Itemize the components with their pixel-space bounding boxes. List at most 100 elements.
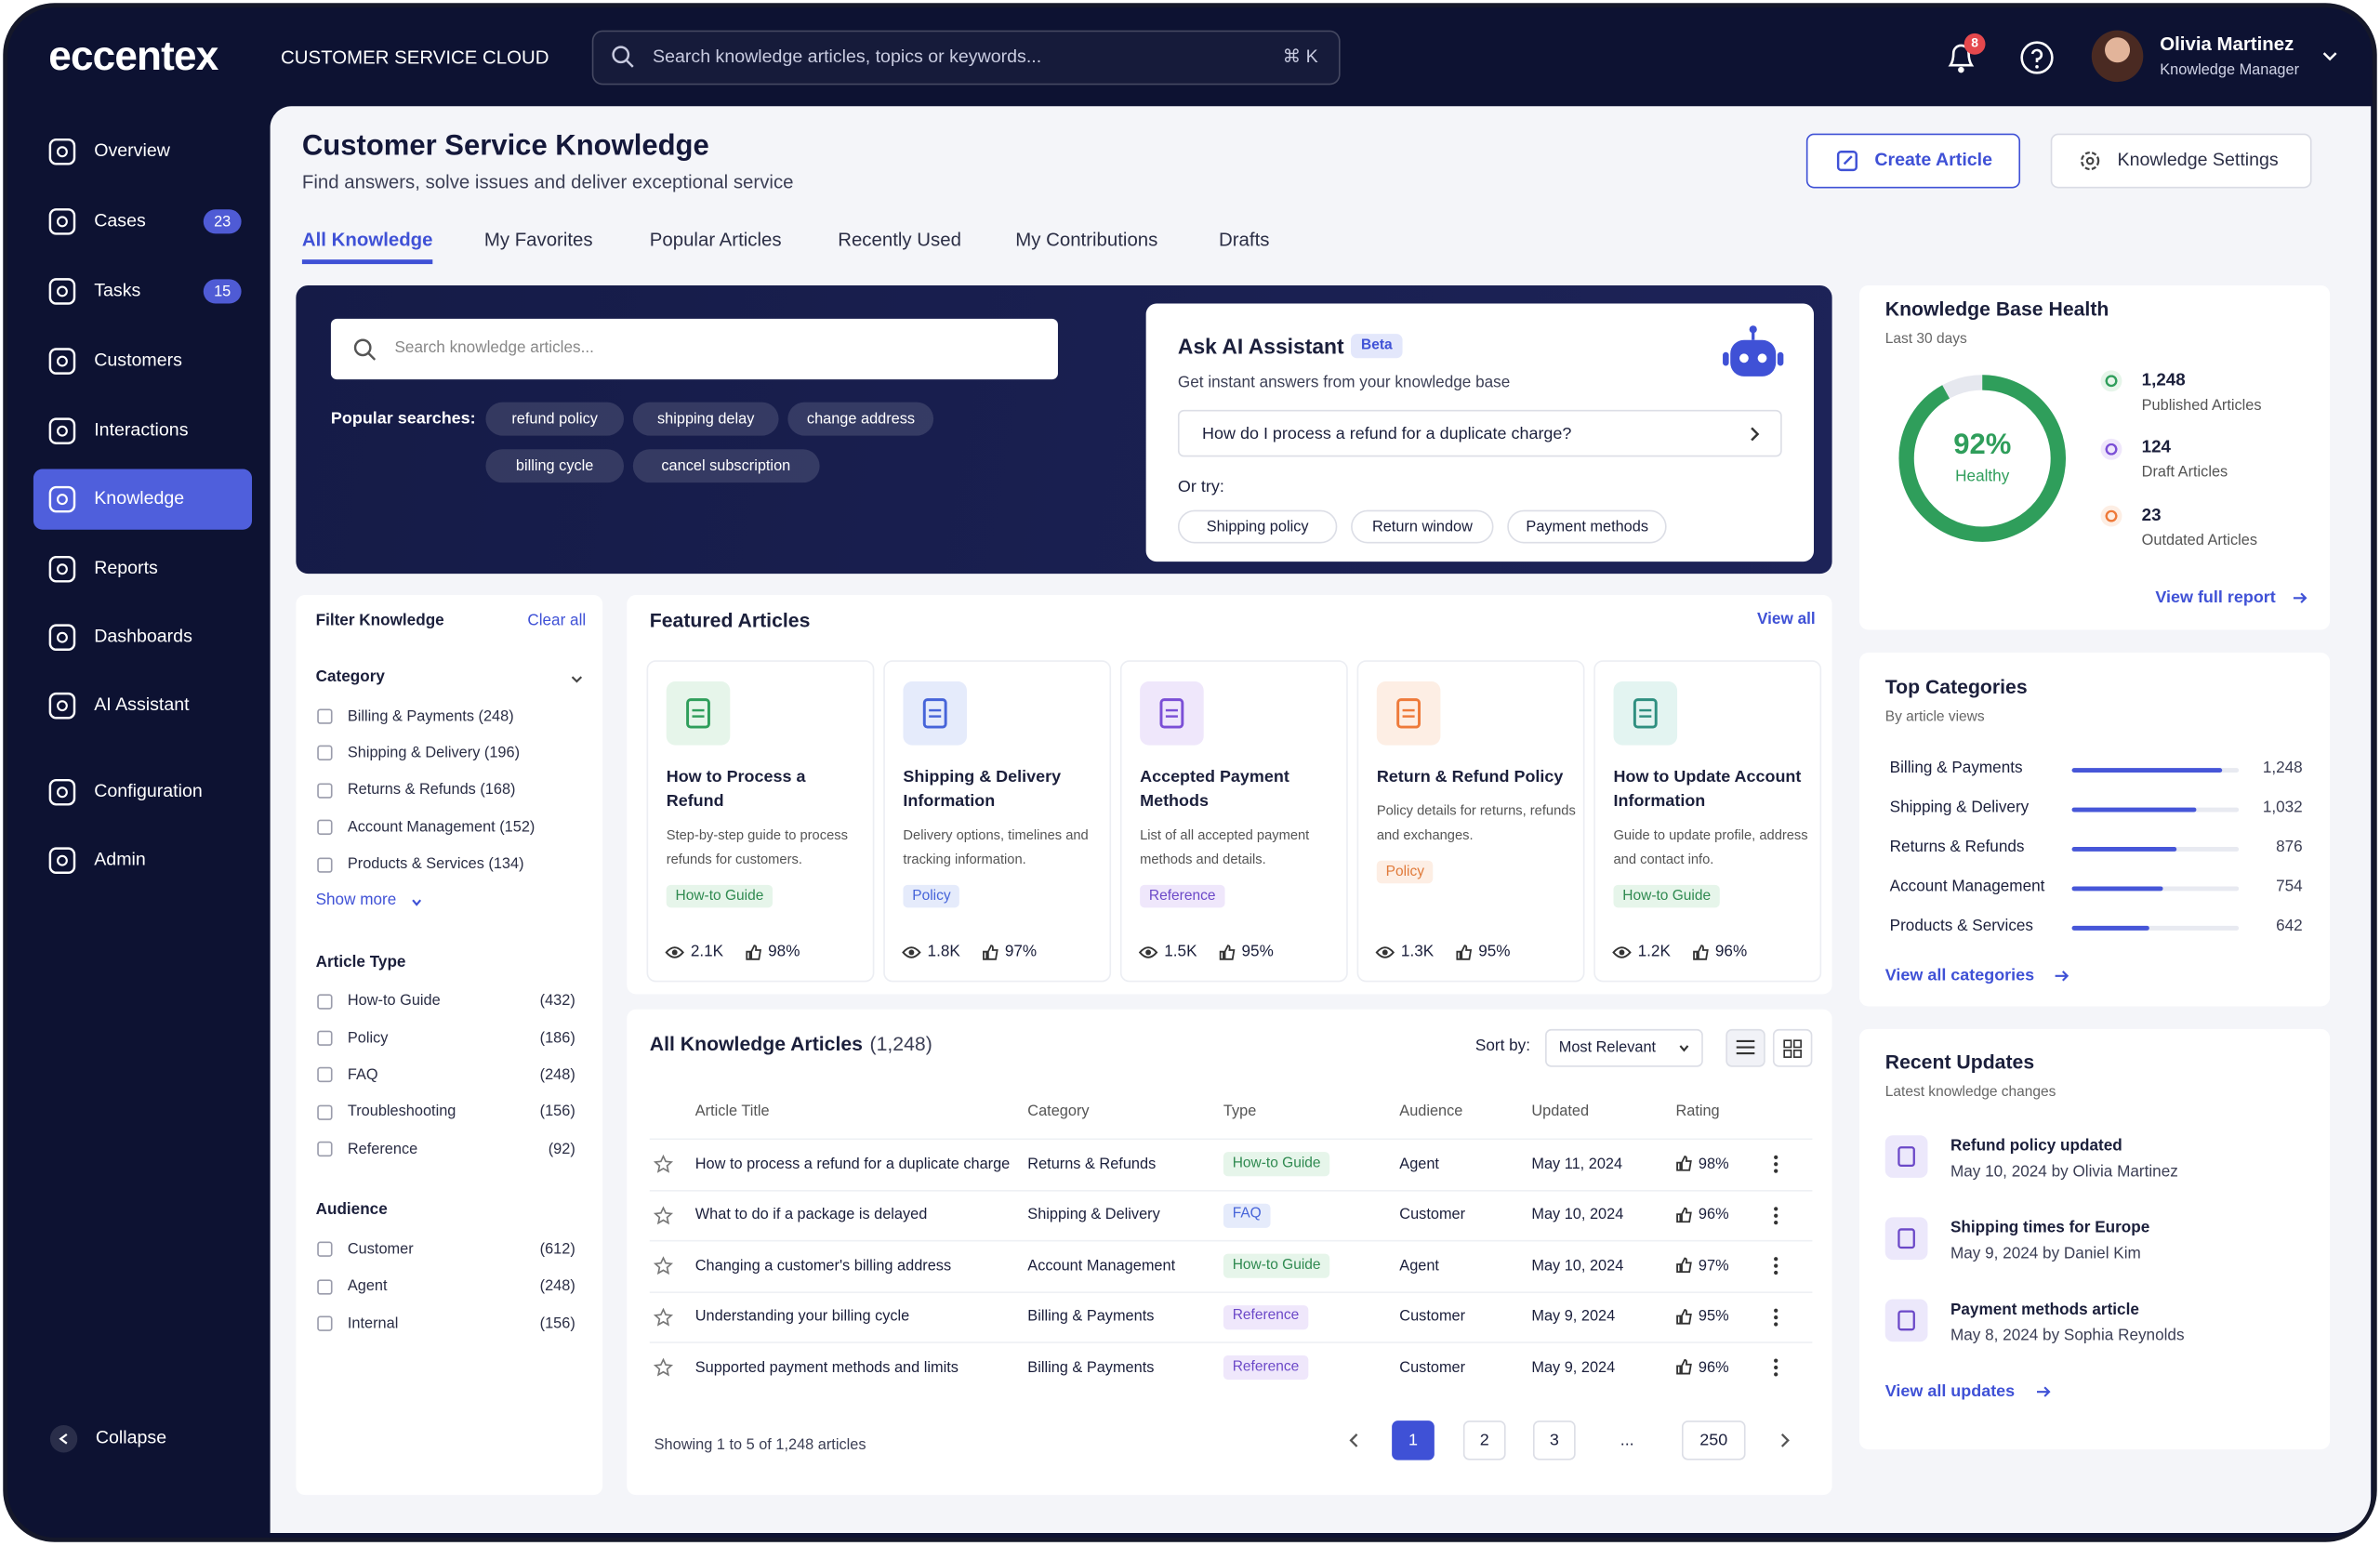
collapse-button[interactable] [49,1425,78,1453]
suggestion-label[interactable]: Shipping policy [1206,518,1309,535]
filter-option[interactable]: Agent [347,1277,388,1295]
filter-option[interactable]: Returns & Refunds (168) [347,782,516,799]
filter-checkbox[interactable] [317,1142,333,1157]
popular-chip-label[interactable]: shipping delay [656,410,755,428]
create-button[interactable] [1805,133,2021,189]
tab[interactable]: Drafts [1219,229,1270,251]
filter-checkbox[interactable] [317,783,333,799]
nav-label[interactable]: Dashboards [94,625,192,647]
nav-label[interactable]: AI Assistant [94,694,190,716]
featured-card[interactable]: How to Update Account Information Guide t… [1593,660,1822,983]
recent-link[interactable]: View all updates [1884,1382,2016,1401]
popular-chip-label[interactable]: billing cycle [515,457,594,475]
suggestion-label[interactable]: Return window [1371,518,1473,535]
nav-label[interactable]: Reports [94,557,158,579]
sort-select[interactable] [1545,1028,1703,1067]
filter-checkbox[interactable] [317,1030,333,1046]
popular-chip[interactable] [632,449,819,483]
filter-option[interactable]: Policy [347,1029,389,1047]
grid-view-button[interactable] [1772,1028,1813,1067]
filter-option[interactable]: Reference [347,1141,418,1158]
article-title[interactable]: What to do if a package is delayed [694,1206,928,1223]
tab[interactable]: My Favorites [483,229,593,251]
page-button[interactable] [1681,1420,1746,1460]
global-search[interactable] [591,30,1341,86]
filter-option[interactable]: Products & Services (134) [347,855,524,873]
page-label[interactable]: 1 [1408,1431,1418,1449]
filter-checkbox[interactable] [317,819,333,836]
filter-checkbox[interactable] [317,1104,333,1120]
nav-label[interactable]: Tasks [94,279,141,301]
filter-checkbox[interactable] [317,1278,333,1294]
filter-option[interactable]: How-to Guide [347,992,441,1010]
tab[interactable]: Recently Used [838,229,961,251]
filter-option[interactable]: Customer [347,1240,414,1258]
nav-label[interactable]: Configuration [94,780,203,802]
nav-label[interactable]: Knowledge [94,487,185,509]
page-label[interactable]: 250 [1699,1431,1728,1449]
health-link[interactable]: View full report [2155,588,2276,607]
filter-option[interactable]: Shipping & Delivery (196) [347,745,521,762]
recent-item-title[interactable]: Shipping times for Europe [1950,1219,2150,1237]
tab[interactable]: My Contributions [1015,229,1158,251]
create-label[interactable]: Create Article [1874,149,1993,171]
filter-checkbox[interactable] [317,856,333,873]
popular-chip[interactable] [632,402,779,436]
popular-chip-label[interactable]: cancel subscription [661,457,791,475]
categories-link[interactable]: View all categories [1884,966,2035,985]
suggestion-label[interactable]: Payment methods [1526,518,1649,535]
filter-option[interactable]: Billing & Payments (248) [347,707,514,725]
page-button[interactable] [1462,1420,1506,1460]
nav-label[interactable]: Overview [94,139,170,162]
filter-checkbox[interactable] [317,746,333,761]
filter-option[interactable]: Account Management (152) [347,819,536,837]
article-title[interactable]: Understanding your billing cycle [694,1308,910,1326]
article-title[interactable]: Supported payment methods and limits [694,1359,959,1376]
suggestion-chip[interactable] [1351,509,1494,544]
featured-card[interactable]: Accepted Payment Methods List of all acce… [1119,660,1348,983]
suggestion-chip[interactable] [1177,509,1338,544]
nav-label[interactable]: Customers [94,349,182,371]
sort-value[interactable]: Most Relevant [1558,1038,1657,1056]
filter-clear[interactable]: Clear all [527,612,587,630]
article-title[interactable]: Changing a customer's billing address [694,1257,952,1275]
filter-checkbox[interactable] [317,1067,333,1083]
featured-view-all[interactable]: View all [1757,610,1816,629]
filter-option[interactable]: Internal [347,1315,399,1332]
featured-card[interactable]: How to Process a Refund Step-by-step guid… [646,660,875,983]
filter-option[interactable]: Troubleshooting [347,1103,456,1121]
popular-chip[interactable] [787,402,934,436]
filter-option[interactable]: FAQ [347,1066,378,1084]
filter-checkbox[interactable] [317,1241,333,1258]
recent-item-title[interactable]: Payment methods article [1950,1301,2139,1320]
popular-chip[interactable] [485,449,624,483]
settings-label[interactable]: Knowledge Settings [2117,149,2279,171]
filter-show-more[interactable]: Show more [315,890,397,909]
nav-label[interactable]: Interactions [94,418,189,441]
tab[interactable]: All Knowledge [301,229,433,251]
article-title[interactable]: How to process a refund for a duplicate … [694,1156,1011,1173]
tab[interactable]: Popular Articles [649,229,782,251]
filter-checkbox[interactable] [317,1315,333,1331]
ai-question[interactable]: How do I process a refund for a duplicat… [1202,424,1572,443]
filter-checkbox[interactable] [317,993,333,1010]
nav-label[interactable]: Admin [94,848,146,870]
suggestion-chip[interactable] [1507,509,1667,544]
popular-chip-label[interactable]: refund policy [511,410,598,428]
collapse-label[interactable]: Collapse [95,1426,167,1448]
page-button[interactable] [1392,1420,1435,1460]
hero-search[interactable] [330,318,1058,380]
list-view-button[interactable] [1726,1028,1765,1067]
popular-chip-label[interactable]: change address [806,410,916,428]
page-label[interactable]: 3 [1549,1431,1559,1449]
page-button[interactable] [1532,1420,1576,1460]
nav-label[interactable]: Cases [94,209,146,231]
page-label[interactable]: 2 [1479,1431,1489,1449]
popular-chip[interactable] [485,402,624,436]
filter-checkbox[interactable] [317,708,333,724]
featured-card[interactable]: Return & Refund Policy Policy details for… [1356,660,1585,983]
featured-card[interactable]: Shipping & Delivery Information Delivery … [883,660,1112,983]
ai-question-box[interactable] [1177,409,1782,457]
settings-button[interactable] [2050,133,2312,189]
recent-item-title[interactable]: Refund policy updated [1950,1137,2122,1156]
